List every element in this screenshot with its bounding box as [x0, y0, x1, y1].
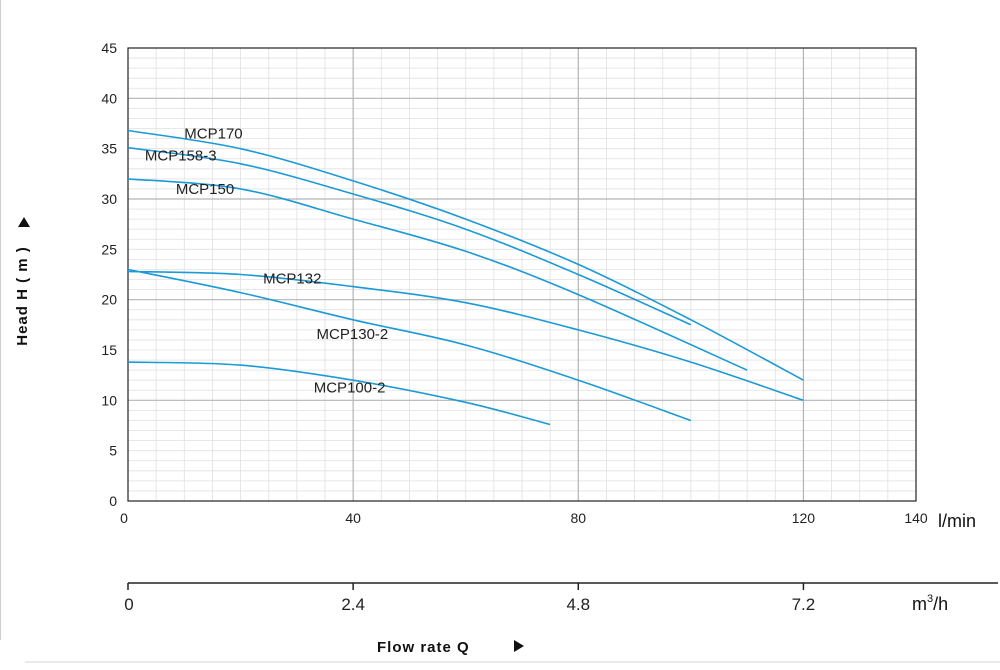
- x2-unit-tail: /h: [933, 594, 948, 614]
- x2-unit-label: m3/h: [912, 593, 948, 614]
- y-tick-label: 35: [101, 141, 117, 157]
- curves: [127, 129, 804, 426]
- x2-unit-base: m: [912, 594, 927, 614]
- y-axis-title: Head H ( m ): [14, 246, 31, 346]
- y-tick-label: 40: [101, 90, 117, 106]
- y-tick-label: 45: [101, 40, 117, 56]
- x2-tick-label: 4.8: [566, 595, 590, 614]
- series-label-mcp158-3: MCP158-3: [145, 148, 217, 165]
- x2-unit-superscript: 3: [927, 593, 933, 605]
- y-tick-label: 10: [101, 392, 117, 408]
- x-axis-title: Flow rate Q: [377, 639, 470, 656]
- x-tick-label: 80: [570, 510, 586, 526]
- secondary-x-axis: [127, 582, 998, 590]
- series-labels: MCP170 MCP158-3 MCP150 MCP132 MCP130-2 MCP100…: [145, 126, 388, 397]
- y-tick-label: 30: [101, 191, 117, 207]
- series-label-mcp150: MCP150: [176, 181, 234, 198]
- curve-mcp158-3: [127, 146, 692, 326]
- curve-mcp132: [127, 270, 804, 402]
- secondary-x-tick-labels: 0 2.4 4.8 7.2: [124, 595, 815, 614]
- x-tick-label: 120: [792, 510, 816, 526]
- curve-mcp170: [127, 129, 804, 381]
- curve-mcp130-2: [127, 268, 692, 422]
- y-axis-arrow-icon: [18, 217, 30, 227]
- y-tick-label: 15: [101, 342, 117, 358]
- plot-area-frame: [127, 47, 917, 502]
- series-label-mcp130-2: MCP130-2: [317, 326, 389, 343]
- series-label-mcp170: MCP170: [184, 126, 242, 143]
- y-tick-labels: 0 5 10 15 20 25 30 35 40 45: [101, 40, 117, 509]
- x2-tick-label: 7.2: [792, 595, 816, 614]
- y-tick-label: 25: [101, 241, 117, 257]
- x2-tick-label: 0: [124, 595, 133, 614]
- x-tick-label: 0: [120, 510, 128, 526]
- x-tick-labels: 0 40 80 120 140: [120, 510, 928, 526]
- major-grid: [128, 48, 916, 501]
- y-tick-label: 0: [109, 493, 117, 509]
- x-tick-label: 40: [345, 510, 361, 526]
- series-label-mcp100-2: MCP100-2: [314, 379, 386, 396]
- curve-mcp100-2: [127, 361, 551, 426]
- x-tick-label: 140: [904, 510, 928, 526]
- curve-mcp150: [127, 178, 748, 371]
- y-tick-label: 20: [101, 292, 117, 308]
- x-axis-arrow-icon: [514, 640, 524, 652]
- y-tick-label: 5: [109, 443, 117, 459]
- x2-tick-label: 2.4: [341, 595, 365, 614]
- x-unit-label: l/min: [938, 511, 976, 531]
- series-label-mcp132: MCP132: [263, 271, 321, 288]
